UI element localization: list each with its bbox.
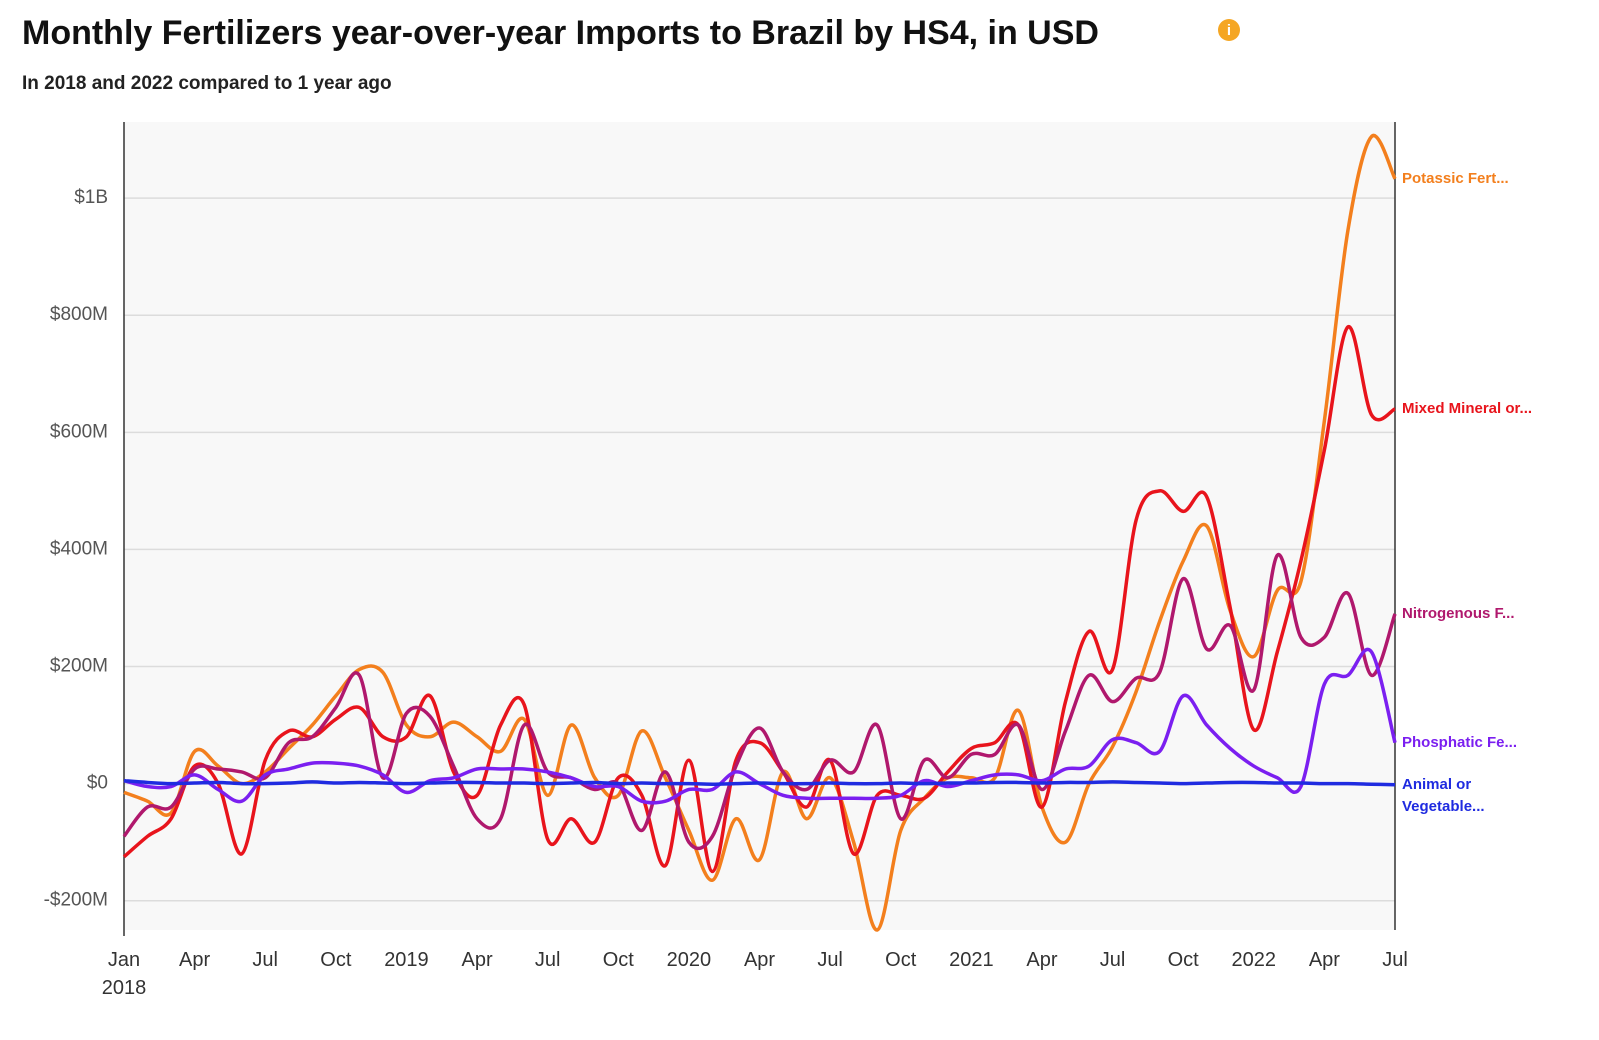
x-tick-label: Jul [534,949,561,971]
chart-subtitle: In 2018 and 2022 compared to 1 year ago [22,73,392,94]
x-tick-label: Jul [1382,949,1408,971]
x-tick-label: Apr [179,949,211,971]
x-tick-label: Jul [1099,949,1126,971]
series-line [123,778,1396,787]
x-tick-label: Jul [252,949,278,971]
series-line [122,553,1397,851]
y-tick-label: $200M [50,656,108,677]
series-label: Animal or Vegetable... [1402,775,1485,815]
y-tick-label: $0 [87,773,108,794]
x-tick-label: 2022 [1231,949,1277,971]
chart-title: Monthly Fertilizers year-over-year Impor… [22,14,1099,52]
x-tick-label: Oct [885,949,917,971]
x-tick-label: Apr [461,949,493,971]
y-tick-label: $800M [50,304,108,325]
x-tick-label: Jul [817,949,843,971]
plot-area [124,122,1395,930]
series-line [123,647,1397,805]
x-tick-label: Apr [1026,949,1058,971]
y-tick-label: $1B [74,187,108,208]
series-label: Phosphatic Fe... [1402,733,1518,751]
x-tick-label: Apr [1308,949,1340,971]
info-icon[interactable] [1218,19,1240,41]
x-tick-label: 2021 [949,949,994,971]
series-label: Mixed Mineral or... [1402,399,1533,417]
x-tick-label: Apr [743,949,776,971]
x-tick-label: Oct [1167,949,1199,971]
y-tick-label: $400M [50,538,108,559]
x-tick-label: Oct [320,949,352,971]
y-tick-label: $600M [50,421,108,442]
x-tick-label: 2019 [384,949,429,971]
series-label: Nitrogenous F... [1402,604,1515,622]
x-tick-label: 2020 [666,949,712,971]
x-tick-label: Jan 2018 [101,949,147,999]
y-tick-label: -$200M [44,890,108,911]
x-tick-label: Oct [602,949,634,971]
series-label: Potassic Fert... [1402,169,1509,187]
info-icon-glyph: i [1227,22,1231,39]
